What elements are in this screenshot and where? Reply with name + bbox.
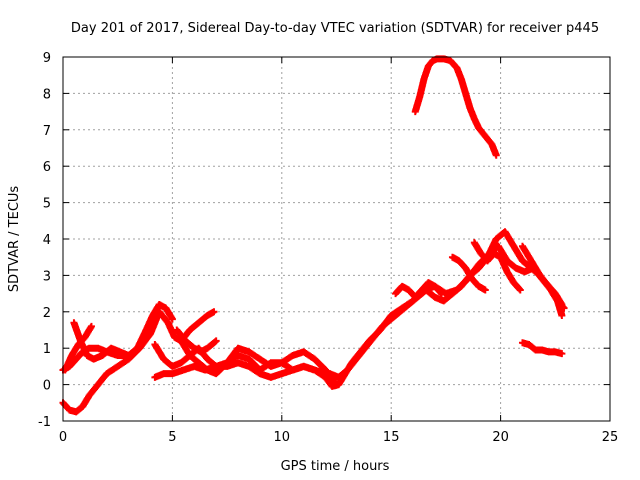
chart-title: Day 201 of 2017, Sidereal Day-to-day VTE… bbox=[71, 21, 599, 36]
y-tick-label: 7 bbox=[43, 124, 51, 139]
data-point-marks bbox=[392, 279, 446, 301]
data-point-marks bbox=[411, 55, 500, 159]
x-tick-label: 10 bbox=[274, 430, 291, 445]
series-trace-12 bbox=[448, 253, 489, 294]
x-ticks: 0 5 10 15 20 25 bbox=[59, 57, 618, 445]
y-tick-label: 6 bbox=[43, 160, 51, 175]
series-trace-7 bbox=[177, 337, 340, 389]
y-tick-label: 8 bbox=[43, 87, 51, 102]
data-point-marks bbox=[448, 253, 489, 294]
data-markers bbox=[59, 55, 568, 416]
series-trace-11 bbox=[392, 279, 446, 301]
x-tick-label: 20 bbox=[492, 430, 509, 445]
data-point-marks bbox=[470, 239, 524, 294]
data-point-marks bbox=[326, 228, 566, 381]
plot-frame bbox=[62, 56, 611, 422]
y-axis-label: SDTVAR / TECUs bbox=[7, 186, 22, 293]
series-trace-8 bbox=[173, 326, 220, 356]
data-point-marks bbox=[177, 337, 340, 389]
series-trace-4 bbox=[61, 322, 95, 374]
series-trace-6 bbox=[151, 359, 330, 381]
data-point-marks bbox=[151, 359, 330, 381]
data-point-marks bbox=[173, 326, 220, 356]
grid-lines bbox=[63, 57, 610, 421]
x-tick-label: 0 bbox=[59, 430, 67, 445]
y-tick-label: 0 bbox=[43, 379, 51, 394]
data-point-marks bbox=[518, 339, 566, 358]
series-trace-14 bbox=[518, 242, 566, 309]
x-tick-label: 25 bbox=[602, 430, 619, 445]
y-tick-label: 1 bbox=[43, 342, 51, 357]
y-tick-label: 5 bbox=[43, 197, 51, 212]
y-tick-label: 9 bbox=[43, 51, 51, 66]
data-point-marks bbox=[518, 242, 566, 309]
y-tick-label: 3 bbox=[43, 269, 51, 284]
data-point-marks bbox=[61, 322, 95, 374]
x-tick-label: 5 bbox=[168, 430, 176, 445]
x-tick-label: 15 bbox=[383, 430, 400, 445]
y-ticks: -1 0 1 2 3 4 5 6 7 8 9 bbox=[38, 51, 610, 430]
series-trace-15 bbox=[411, 55, 500, 159]
series-trace-13 bbox=[470, 239, 524, 294]
y-tick-label: 4 bbox=[43, 233, 51, 248]
y-tick-label: -1 bbox=[38, 415, 51, 430]
series-trace-10 bbox=[326, 228, 566, 381]
y-tick-label: 2 bbox=[43, 306, 51, 321]
series-trace-16 bbox=[518, 339, 566, 358]
x-axis-label: GPS time / hours bbox=[281, 459, 390, 474]
